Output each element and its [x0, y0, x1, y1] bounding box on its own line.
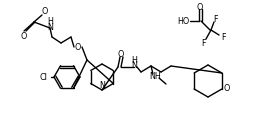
- Text: H: H: [47, 17, 53, 26]
- Text: N: N: [131, 61, 137, 70]
- Text: HO: HO: [177, 17, 189, 26]
- Text: O: O: [21, 32, 27, 41]
- Text: F: F: [202, 39, 206, 48]
- Text: O: O: [197, 3, 203, 11]
- Text: F: F: [214, 14, 218, 23]
- Text: O: O: [42, 7, 49, 16]
- Text: O: O: [75, 43, 81, 52]
- Text: H: H: [131, 56, 137, 65]
- Text: NH: NH: [149, 72, 161, 81]
- Text: Cl: Cl: [39, 73, 47, 82]
- Text: N: N: [47, 22, 53, 31]
- Text: F: F: [221, 33, 225, 42]
- Text: O: O: [118, 50, 124, 59]
- Text: N: N: [99, 80, 105, 89]
- Text: O: O: [224, 84, 230, 93]
